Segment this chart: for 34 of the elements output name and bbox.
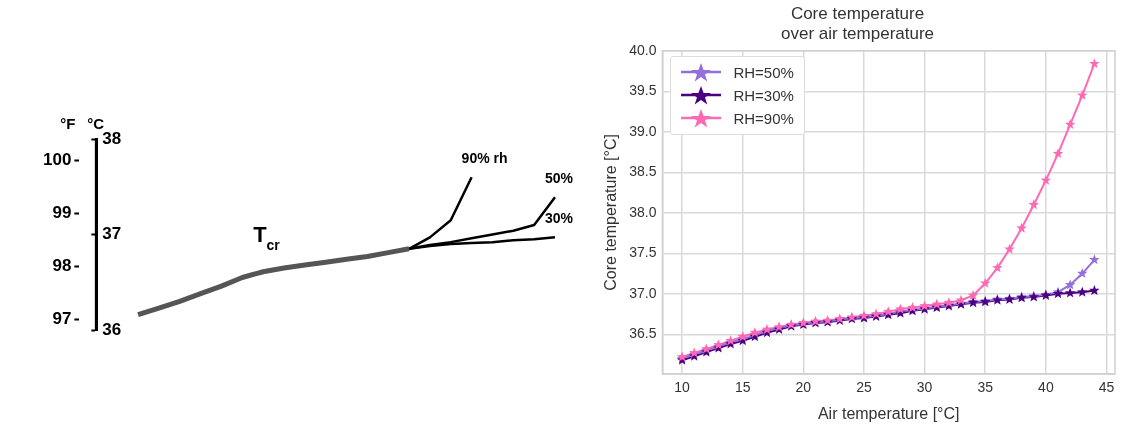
y-tick-label: 38.5 <box>629 163 657 180</box>
y2-tick-label: 99 <box>52 202 72 222</box>
x-axis-title: Air temperature [°C] <box>817 404 960 422</box>
y-tick-label: 36.5 <box>629 325 657 342</box>
y-axis-title: Core temperature [°C] <box>602 134 620 291</box>
y-tick-label: 36 <box>102 319 122 339</box>
x-tick-label: 40 <box>1038 379 1054 396</box>
legend-label: RH=90% <box>733 109 794 127</box>
chart-title: Core temperature over air temperature <box>780 3 935 44</box>
series-label: 30% <box>544 210 574 227</box>
x-tick-label: 45 <box>1098 379 1115 396</box>
y2-tick-label: 98 <box>52 256 72 276</box>
legend-label: RH=50% <box>733 63 794 81</box>
y-tick-label: 37.5 <box>629 244 657 261</box>
y-tick-label: 39.5 <box>629 82 657 99</box>
x-tick-label: 15 <box>734 379 751 396</box>
y-tick-label: 40.0 <box>629 41 657 58</box>
x-tick-label: 30 <box>916 379 933 396</box>
series-label: 90% rh <box>461 150 508 167</box>
y-tick-label: 39.0 <box>629 122 657 139</box>
x-tick-label: 10 <box>674 379 691 396</box>
y-tick-label: 38.0 <box>629 203 657 220</box>
x-tick-label: 35 <box>977 379 994 396</box>
y2-tick-label: 97 <box>52 309 72 329</box>
legend-label: RH=30% <box>733 86 794 104</box>
y2-axis-title: °F <box>60 115 76 132</box>
y2-tick-label: 100 <box>42 149 72 169</box>
y-tick-label: 37 <box>102 224 122 244</box>
series-label: 50% <box>544 170 574 187</box>
y-axis-title: °C <box>87 115 105 132</box>
y-tick-label: 38 <box>102 128 122 148</box>
x-tick-label: 25 <box>856 379 872 396</box>
y-tick-label: 37.0 <box>629 284 657 301</box>
x-tick-label: 20 <box>795 379 812 396</box>
